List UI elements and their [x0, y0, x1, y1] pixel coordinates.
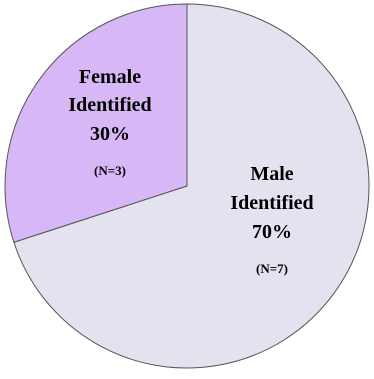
- male-label-line1: Male: [250, 163, 293, 185]
- male-label-line2: Identified: [230, 192, 313, 214]
- female-percent-label: 30%: [90, 123, 130, 145]
- female-label-line2: Identified: [68, 94, 151, 116]
- slice-label-male: Male Identified 70% (N=7): [230, 163, 313, 276]
- pie-slice-male: [13, 3, 370, 369]
- male-count-label: (N=7): [256, 261, 288, 276]
- slice-label-female: Female Identified 30% (N=3): [68, 66, 151, 178]
- female-count-label: (N=3): [94, 163, 126, 178]
- pie-slices: [4, 3, 370, 369]
- male-percent-label: 70%: [252, 221, 292, 243]
- female-label-line1: Female: [79, 66, 141, 88]
- pie-slice-female: [4, 3, 188, 243]
